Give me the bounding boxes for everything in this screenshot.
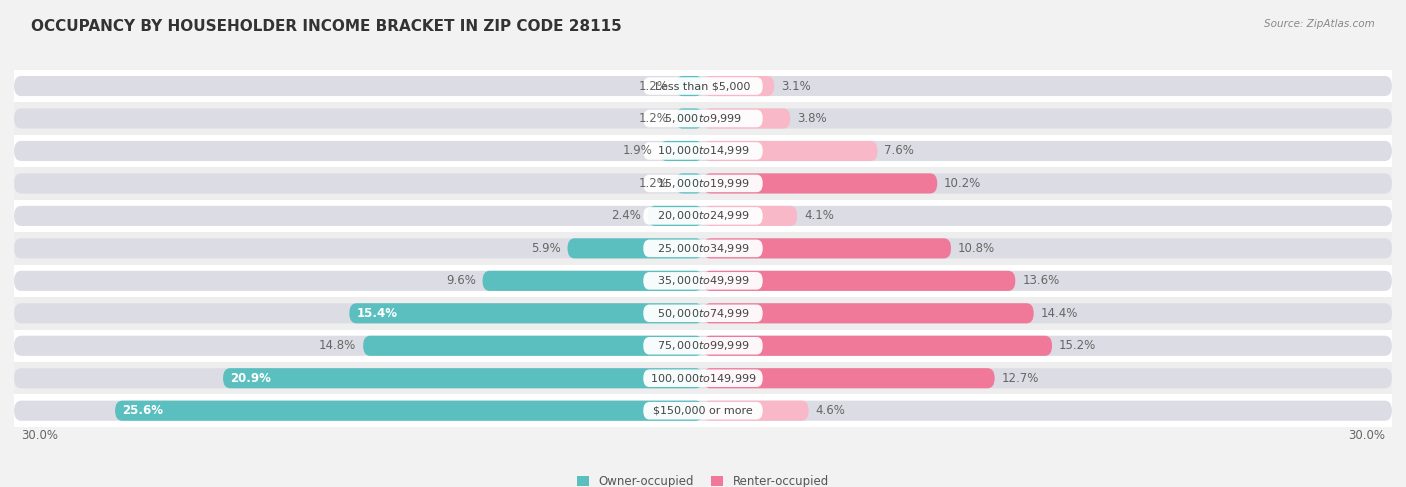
Text: OCCUPANCY BY HOUSEHOLDER INCOME BRACKET IN ZIP CODE 28115: OCCUPANCY BY HOUSEHOLDER INCOME BRACKET … bbox=[31, 19, 621, 35]
Text: 1.2%: 1.2% bbox=[638, 79, 669, 93]
Text: $35,000 to $49,999: $35,000 to $49,999 bbox=[657, 274, 749, 287]
Text: 15.4%: 15.4% bbox=[356, 307, 398, 320]
FancyBboxPatch shape bbox=[14, 76, 1392, 96]
Text: 3.8%: 3.8% bbox=[797, 112, 827, 125]
FancyBboxPatch shape bbox=[14, 271, 1392, 291]
FancyBboxPatch shape bbox=[14, 141, 1392, 161]
Text: 14.4%: 14.4% bbox=[1040, 307, 1078, 320]
FancyBboxPatch shape bbox=[703, 109, 790, 129]
FancyBboxPatch shape bbox=[14, 109, 1392, 129]
Text: $20,000 to $24,999: $20,000 to $24,999 bbox=[657, 209, 749, 223]
Text: 15.2%: 15.2% bbox=[1059, 339, 1097, 352]
FancyBboxPatch shape bbox=[482, 271, 703, 291]
FancyBboxPatch shape bbox=[568, 238, 703, 259]
Legend: Owner-occupied, Renter-occupied: Owner-occupied, Renter-occupied bbox=[572, 471, 834, 487]
FancyBboxPatch shape bbox=[0, 232, 1406, 264]
Text: $5,000 to $9,999: $5,000 to $9,999 bbox=[664, 112, 742, 125]
FancyBboxPatch shape bbox=[363, 336, 703, 356]
FancyBboxPatch shape bbox=[703, 401, 808, 421]
FancyBboxPatch shape bbox=[224, 368, 703, 388]
FancyBboxPatch shape bbox=[644, 142, 762, 160]
FancyBboxPatch shape bbox=[0, 362, 1406, 394]
FancyBboxPatch shape bbox=[703, 141, 877, 161]
FancyBboxPatch shape bbox=[644, 402, 762, 419]
FancyBboxPatch shape bbox=[14, 238, 1392, 259]
Text: Source: ZipAtlas.com: Source: ZipAtlas.com bbox=[1264, 19, 1375, 30]
Text: $75,000 to $99,999: $75,000 to $99,999 bbox=[657, 339, 749, 352]
FancyBboxPatch shape bbox=[115, 401, 703, 421]
Text: 10.2%: 10.2% bbox=[945, 177, 981, 190]
Text: $10,000 to $14,999: $10,000 to $14,999 bbox=[657, 145, 749, 157]
Text: 9.6%: 9.6% bbox=[446, 274, 475, 287]
FancyBboxPatch shape bbox=[0, 102, 1406, 135]
FancyBboxPatch shape bbox=[0, 135, 1406, 167]
FancyBboxPatch shape bbox=[644, 272, 762, 290]
FancyBboxPatch shape bbox=[14, 336, 1392, 356]
Text: 7.6%: 7.6% bbox=[884, 145, 914, 157]
FancyBboxPatch shape bbox=[644, 337, 762, 355]
Text: 1.2%: 1.2% bbox=[638, 112, 669, 125]
FancyBboxPatch shape bbox=[648, 206, 703, 226]
FancyBboxPatch shape bbox=[703, 238, 950, 259]
Text: $15,000 to $19,999: $15,000 to $19,999 bbox=[657, 177, 749, 190]
FancyBboxPatch shape bbox=[703, 303, 1033, 323]
Text: 1.2%: 1.2% bbox=[638, 177, 669, 190]
Text: 14.8%: 14.8% bbox=[319, 339, 356, 352]
Text: 10.8%: 10.8% bbox=[957, 242, 995, 255]
FancyBboxPatch shape bbox=[0, 394, 1406, 427]
FancyBboxPatch shape bbox=[14, 401, 1392, 421]
FancyBboxPatch shape bbox=[644, 110, 762, 127]
Text: 5.9%: 5.9% bbox=[531, 242, 561, 255]
FancyBboxPatch shape bbox=[675, 173, 703, 193]
FancyBboxPatch shape bbox=[14, 368, 1392, 388]
FancyBboxPatch shape bbox=[703, 368, 994, 388]
FancyBboxPatch shape bbox=[703, 206, 797, 226]
Text: Less than $5,000: Less than $5,000 bbox=[655, 81, 751, 91]
FancyBboxPatch shape bbox=[644, 77, 762, 95]
Text: $150,000 or more: $150,000 or more bbox=[654, 406, 752, 416]
FancyBboxPatch shape bbox=[644, 175, 762, 192]
FancyBboxPatch shape bbox=[0, 264, 1406, 297]
FancyBboxPatch shape bbox=[14, 206, 1392, 226]
FancyBboxPatch shape bbox=[703, 336, 1052, 356]
FancyBboxPatch shape bbox=[644, 304, 762, 322]
Text: $25,000 to $34,999: $25,000 to $34,999 bbox=[657, 242, 749, 255]
FancyBboxPatch shape bbox=[675, 76, 703, 96]
FancyBboxPatch shape bbox=[14, 173, 1392, 193]
FancyBboxPatch shape bbox=[675, 109, 703, 129]
FancyBboxPatch shape bbox=[703, 271, 1015, 291]
FancyBboxPatch shape bbox=[659, 141, 703, 161]
FancyBboxPatch shape bbox=[644, 240, 762, 257]
FancyBboxPatch shape bbox=[0, 70, 1406, 102]
Text: 30.0%: 30.0% bbox=[1348, 429, 1385, 442]
FancyBboxPatch shape bbox=[644, 370, 762, 387]
Text: 25.6%: 25.6% bbox=[122, 404, 163, 417]
Text: 20.9%: 20.9% bbox=[231, 372, 271, 385]
FancyBboxPatch shape bbox=[644, 207, 762, 225]
FancyBboxPatch shape bbox=[349, 303, 703, 323]
Text: 30.0%: 30.0% bbox=[21, 429, 58, 442]
FancyBboxPatch shape bbox=[703, 76, 775, 96]
FancyBboxPatch shape bbox=[0, 167, 1406, 200]
Text: $50,000 to $74,999: $50,000 to $74,999 bbox=[657, 307, 749, 320]
Text: 4.1%: 4.1% bbox=[804, 209, 834, 223]
FancyBboxPatch shape bbox=[0, 297, 1406, 330]
Text: $100,000 to $149,999: $100,000 to $149,999 bbox=[650, 372, 756, 385]
FancyBboxPatch shape bbox=[703, 173, 938, 193]
Text: 2.4%: 2.4% bbox=[612, 209, 641, 223]
FancyBboxPatch shape bbox=[14, 303, 1392, 323]
Text: 13.6%: 13.6% bbox=[1022, 274, 1060, 287]
Text: 1.9%: 1.9% bbox=[623, 145, 652, 157]
FancyBboxPatch shape bbox=[0, 200, 1406, 232]
Text: 4.6%: 4.6% bbox=[815, 404, 845, 417]
FancyBboxPatch shape bbox=[0, 330, 1406, 362]
Text: 3.1%: 3.1% bbox=[782, 79, 811, 93]
Text: 12.7%: 12.7% bbox=[1001, 372, 1039, 385]
